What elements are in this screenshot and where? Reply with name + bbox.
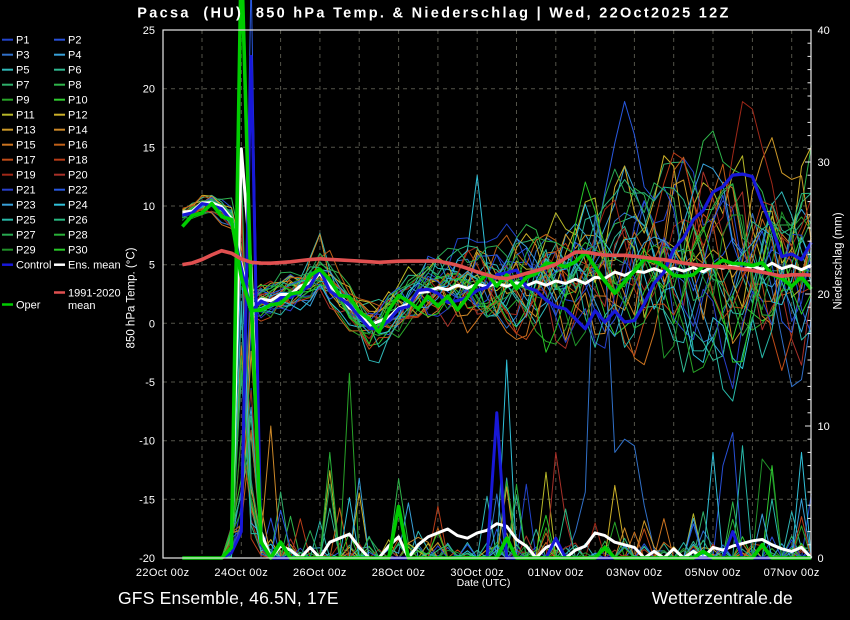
svg-text:10: 10 [143,201,155,213]
svg-text:P20: P20 [68,170,88,182]
svg-text:-20: -20 [139,553,155,565]
svg-text:P3: P3 [16,50,29,62]
svg-text:P29: P29 [16,245,36,257]
svg-text:Wetterzentrale.de: Wetterzentrale.de [652,588,793,608]
svg-text:P6: P6 [68,65,81,77]
svg-text:P25: P25 [16,215,36,227]
svg-text:P7: P7 [16,80,29,92]
svg-text:P28: P28 [68,230,88,242]
svg-text:Pacsa (HU) 850 hPa Temp. & N: Pacsa (HU) 850 hPa Temp. & Niederschlag … [137,6,730,22]
svg-text:P9: P9 [16,95,29,107]
svg-text:07Nov 00z: 07Nov 00z [764,567,820,579]
svg-text:Control: Control [16,260,51,272]
svg-text:P19: P19 [16,170,36,182]
svg-text:5: 5 [149,260,155,272]
svg-text:15: 15 [143,142,155,154]
svg-text:20: 20 [818,289,830,301]
svg-text:10: 10 [818,421,830,433]
svg-text:P27: P27 [16,230,36,242]
svg-text:01Nov 00z: 01Nov 00z [528,567,584,579]
svg-text:30Oct 00z: 30Oct 00z [450,567,504,579]
svg-text:P11: P11 [16,110,35,122]
svg-text:Niederschlag (mm): Niederschlag (mm) [833,212,845,309]
svg-text:25: 25 [143,25,155,37]
svg-text:-5: -5 [145,377,155,389]
svg-text:-10: -10 [139,436,155,448]
svg-text:-15: -15 [139,494,155,506]
svg-text:24Oct 00z: 24Oct 00z [214,567,268,579]
svg-text:P15: P15 [16,140,36,152]
svg-text:05Nov 00z: 05Nov 00z [685,567,741,579]
svg-text:P13: P13 [16,125,36,137]
svg-text:P16: P16 [68,140,88,152]
svg-text:P26: P26 [68,215,88,227]
svg-text:P1: P1 [16,35,29,47]
svg-text:0: 0 [818,553,824,565]
svg-text:P2: P2 [68,35,81,47]
svg-text:850 hPa Temp. (°C): 850 hPa Temp. (°C) [126,247,138,348]
svg-text:P24: P24 [68,200,88,212]
svg-text:P14: P14 [68,125,88,137]
svg-text:03Nov 00z: 03Nov 00z [606,567,662,579]
svg-text:P18: P18 [68,155,88,167]
svg-text:P23: P23 [16,200,36,212]
svg-text:P4: P4 [68,50,81,62]
svg-text:P12: P12 [68,110,88,122]
svg-text:26Oct 00z: 26Oct 00z [293,567,347,579]
svg-text:1991-2020: 1991-2020 [68,288,121,300]
svg-text:P10: P10 [68,95,88,107]
svg-text:P8: P8 [68,80,81,92]
svg-text:40: 40 [818,25,830,37]
svg-text:Ens. mean: Ens. mean [68,260,121,272]
svg-text:P22: P22 [68,185,88,197]
svg-text:P5: P5 [16,65,29,77]
svg-text:30: 30 [818,157,830,169]
svg-text:P30: P30 [68,245,88,257]
svg-text:Date (UTC): Date (UTC) [457,577,511,589]
svg-text:GFS Ensemble, 46.5N, 17E: GFS Ensemble, 46.5N, 17E [118,588,339,608]
svg-text:Oper: Oper [16,300,41,312]
svg-text:P21: P21 [16,185,36,197]
svg-text:mean: mean [68,300,96,312]
svg-text:28Oct 00z: 28Oct 00z [372,567,426,579]
svg-text:20: 20 [143,84,155,96]
svg-text:0: 0 [149,318,155,330]
svg-text:P17: P17 [16,155,36,167]
svg-text:22Oct 00z: 22Oct 00z [136,567,190,579]
